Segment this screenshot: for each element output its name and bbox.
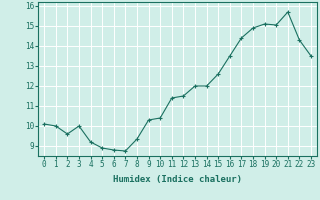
X-axis label: Humidex (Indice chaleur): Humidex (Indice chaleur) — [113, 175, 242, 184]
